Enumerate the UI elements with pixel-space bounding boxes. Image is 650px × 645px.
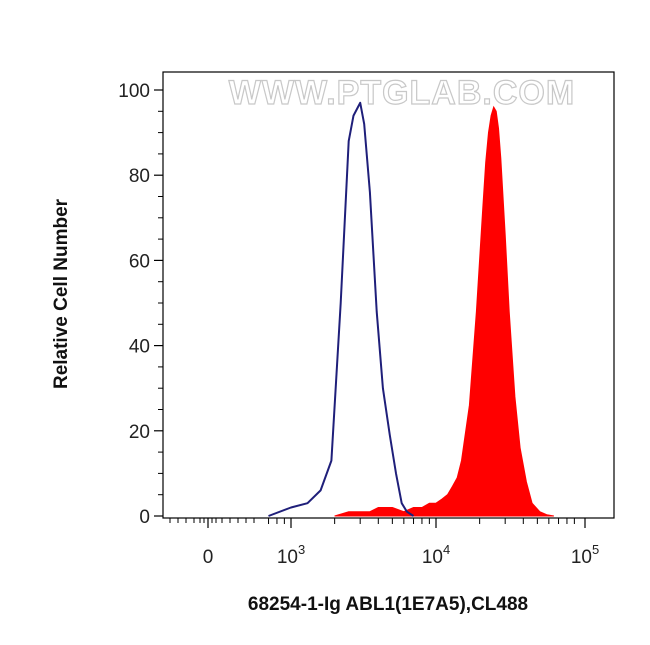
plot-area [268, 101, 554, 517]
y-tick-label: 0 [139, 507, 150, 528]
x-tick-label: 0 [203, 547, 214, 568]
series-filled-histogram [334, 105, 554, 517]
x-axis-title: 68254-1-Ig ABL1(1E7A5),CL488 [248, 594, 528, 615]
series-outline-histogram [268, 101, 415, 517]
y-axis-title: Relative Cell Number [51, 198, 72, 389]
plot-frame [162, 71, 615, 519]
x-tick-label: 103 [277, 542, 305, 568]
y-axis: 0 20 40 60 80 100 [118, 81, 163, 528]
x-axis: 0 103 104 105 [169, 518, 599, 568]
y-tick-label: 80 [129, 166, 150, 187]
y-tick-label: 20 [129, 422, 150, 443]
y-tick-label: 60 [129, 251, 150, 272]
x-tick-label: 105 [571, 542, 599, 568]
x-tick-label: 104 [422, 542, 450, 568]
y-tick-label: 40 [129, 337, 150, 358]
watermark-text: WWW.PTGLAB.COM [229, 74, 575, 112]
y-tick-label: 100 [118, 81, 150, 102]
